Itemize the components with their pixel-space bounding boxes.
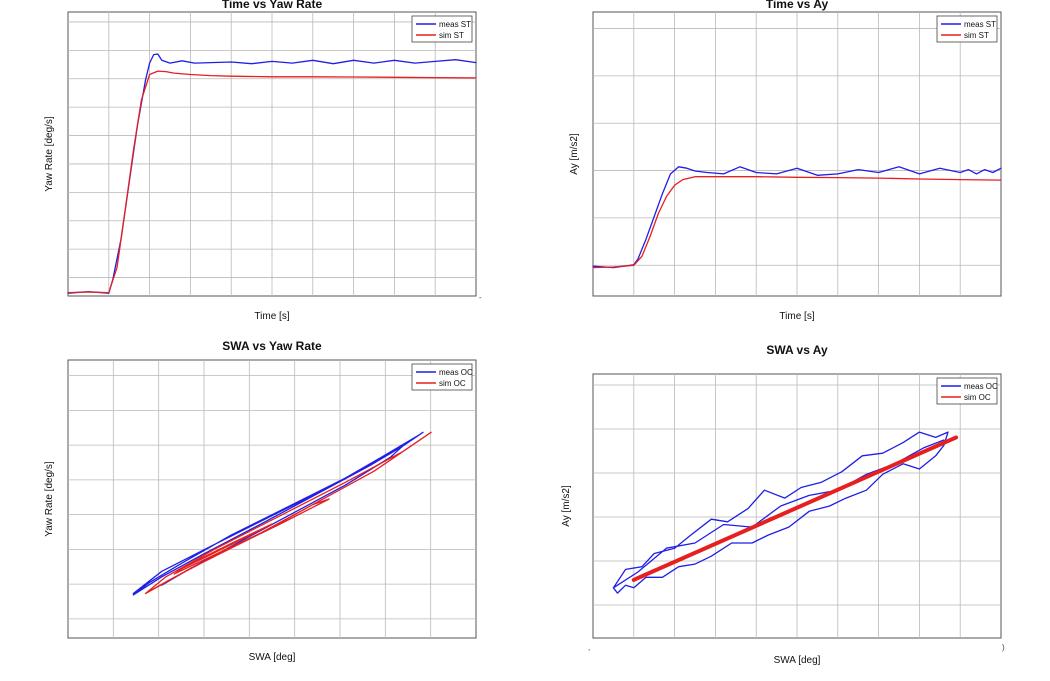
legend-box <box>936 377 998 405</box>
series-line-sim-st <box>67 70 477 294</box>
legend-entry: sim ST <box>964 31 989 40</box>
gridlines <box>593 374 1001 638</box>
legend-entry: meas OC <box>964 382 998 391</box>
legend-entry: sim ST <box>439 31 464 40</box>
chart-title: Time vs Yaw Rate <box>222 0 323 11</box>
series-line-sim-oc <box>144 431 432 595</box>
series-line-sim-oc <box>631 435 959 582</box>
legend-entry: meas ST <box>439 20 471 29</box>
gridlines <box>68 360 476 638</box>
y-axis-label: Ay [m/s2] <box>561 485 572 527</box>
series-line-meas-st <box>592 166 1002 269</box>
legend-entry: meas OC <box>439 368 473 377</box>
legend-box <box>411 363 473 391</box>
swa-vs-yaw-rate-chart: meas OC sim OC SWA vs Yaw Rate SWA [deg] Yaw… <box>44 339 477 663</box>
legend: meas ST sim ST <box>936 15 998 43</box>
series-line-meas-oc <box>132 431 424 596</box>
series-line-sim-st <box>592 176 1002 269</box>
swa-vs-ay-chart: meas OC sim OC SWA vs Ay SWA [deg] Ay [m/s2] <box>561 343 1002 666</box>
stray-mark: , <box>588 643 590 652</box>
x-axis-label: SWA [deg] <box>774 655 821 666</box>
legend-box <box>411 15 473 43</box>
time-vs-yaw-rate-chart: meas ST sim ST Time vs Yaw Rate Time [s] Yaw… <box>44 0 477 322</box>
stray-mark: - <box>479 293 482 302</box>
y-axis-label: Ay [m/s2] <box>569 133 580 175</box>
y-axis-label: Yaw Rate [deg/s] <box>44 116 55 192</box>
legend-entry: sim OC <box>439 379 466 388</box>
plot-area <box>67 359 477 639</box>
stray-mark: ) <box>1002 643 1005 652</box>
x-axis-label: SWA [deg] <box>249 652 296 663</box>
x-axis-label: Time [s] <box>779 311 814 322</box>
chart-title: SWA vs Ay <box>766 343 828 357</box>
time-vs-ay-chart: meas ST sim ST Time vs Ay Time [s] Ay [m/s2] <box>569 0 1002 322</box>
gridlines <box>593 12 1001 296</box>
series-line-meas-oc <box>612 431 949 594</box>
legend-entry: meas ST <box>964 20 996 29</box>
legend-box <box>936 15 998 43</box>
x-axis-label: Time [s] <box>254 311 289 322</box>
legend: meas OC sim OC <box>936 377 998 405</box>
legend-entry: sim OC <box>964 393 991 402</box>
legend: meas ST sim ST <box>411 15 473 43</box>
chart-title: SWA vs Yaw Rate <box>222 339 322 353</box>
chart-title: Time vs Ay <box>766 0 829 11</box>
legend: meas OC sim OC <box>411 363 473 391</box>
y-axis-label: Yaw Rate [deg/s] <box>44 461 55 537</box>
